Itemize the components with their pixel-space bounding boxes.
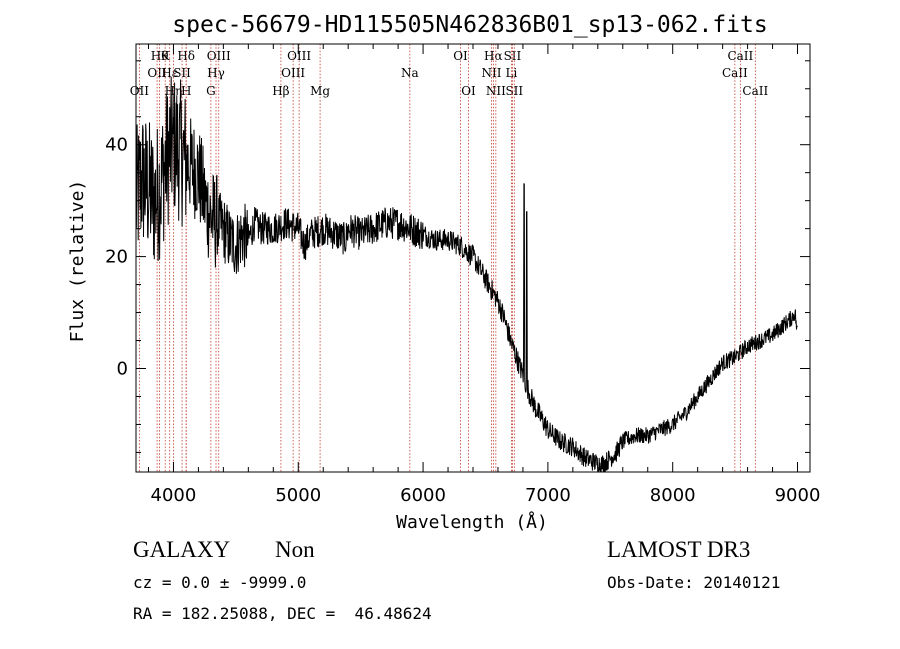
line-label-13: OIII bbox=[281, 66, 305, 80]
object-class: GALAXY bbox=[133, 537, 231, 562]
line-label-15: Mg bbox=[310, 84, 330, 98]
line-label-10: Hγ bbox=[207, 66, 225, 80]
observation-date: Obs-Date: 20140121 bbox=[607, 573, 781, 592]
y-tick-label-40: 40 bbox=[105, 135, 128, 156]
line-label-16: Na bbox=[401, 66, 419, 80]
line-label-27: CaII bbox=[742, 84, 768, 98]
x-tick-label-6000: 6000 bbox=[400, 485, 446, 506]
line-label-14: OIII bbox=[287, 49, 311, 63]
y-tick-label-0: 0 bbox=[117, 358, 128, 379]
x-tick-label-4000: 4000 bbox=[151, 485, 197, 506]
x-tick-label-7000: 7000 bbox=[525, 485, 571, 506]
line-label-23: SII bbox=[505, 84, 523, 98]
line-label-21: NII bbox=[486, 84, 506, 98]
line-label-4: Hε bbox=[161, 66, 178, 80]
x-axis-label: Wavelength (Å) bbox=[396, 511, 548, 533]
line-label-11: OIII bbox=[207, 49, 231, 63]
line-label-17: OI bbox=[453, 49, 468, 63]
line-label-7: Hδ bbox=[177, 49, 195, 63]
line-label-0: OII bbox=[130, 84, 150, 98]
line-label-20: Hα bbox=[484, 49, 503, 63]
line-label-19: NII bbox=[481, 66, 501, 80]
line-label-26: CaII bbox=[727, 49, 753, 63]
line-label-3: K bbox=[161, 49, 171, 63]
x-tick-label-5000: 5000 bbox=[275, 485, 321, 506]
ra-dec-coordinates: RA = 182.25088, DEC = 46.48624 bbox=[133, 604, 432, 623]
y-axis-label: Flux (relative) bbox=[67, 180, 88, 343]
redshift-cz: cz = 0.0 ± -9999.0 bbox=[133, 573, 307, 592]
survey-name: LAMOST DR3 bbox=[607, 537, 751, 562]
line-label-9: G bbox=[206, 84, 216, 98]
line-label-6: SII bbox=[173, 66, 191, 80]
spectrum-line bbox=[135, 76, 798, 473]
line-label-2: Hθ bbox=[151, 49, 169, 63]
object-subclass: Non bbox=[275, 537, 315, 562]
x-tick-label-9000: 9000 bbox=[775, 485, 821, 506]
line-label-25: CaII bbox=[722, 66, 748, 80]
line-label-12: Hβ bbox=[272, 84, 289, 98]
spectral-line-markers: OII OII HθK Hε Hη SII Hδ H G Hγ OIII Hβ OIII OIII Mg Na… bbox=[130, 44, 768, 472]
line-label-5: Hη bbox=[165, 84, 183, 98]
line-label-18: OI bbox=[461, 84, 476, 98]
axis-ticks: 4000 5000 6000 7000 8000 9000 0 20 40 bbox=[105, 44, 820, 506]
line-label-1: OII bbox=[147, 66, 167, 80]
x-tick-label-8000: 8000 bbox=[650, 485, 696, 506]
plot-area bbox=[135, 76, 798, 473]
chart-title: spec-56679-HD115505N462836B01_sp13-062.f… bbox=[172, 12, 767, 38]
y-tick-label-20: 20 bbox=[105, 247, 128, 268]
line-label-24: Li bbox=[506, 66, 518, 80]
line-label-8: H bbox=[181, 84, 191, 98]
line-label-22: SII bbox=[504, 49, 522, 63]
